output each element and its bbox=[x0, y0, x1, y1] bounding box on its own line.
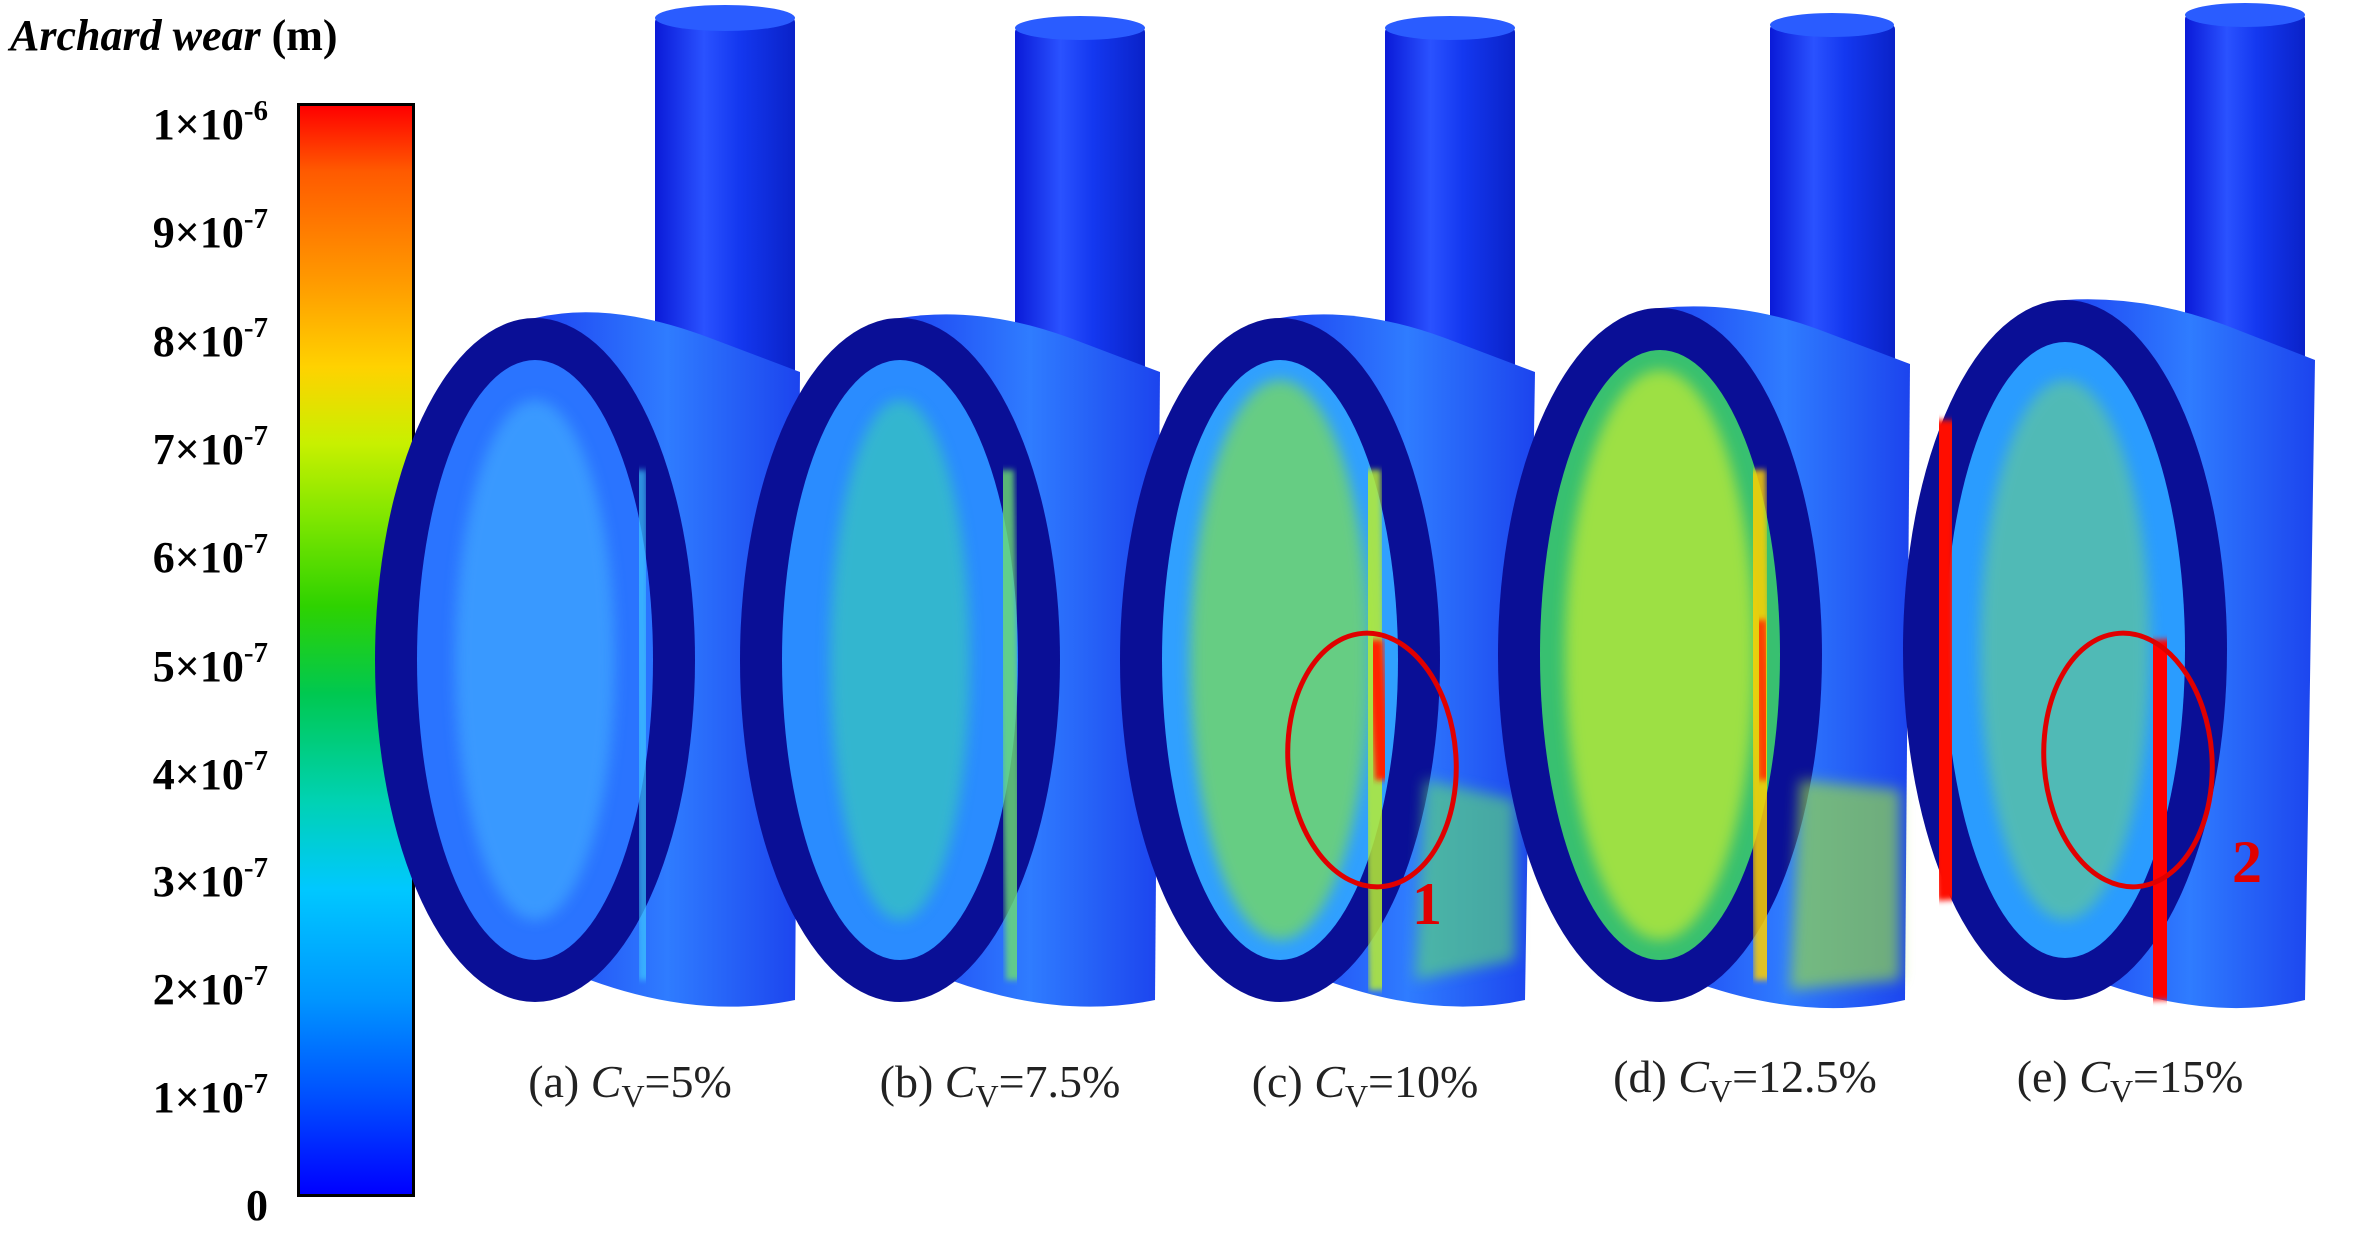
panel-b-caption: (b) CV=7.5% bbox=[879, 1056, 1121, 1115]
region-marker-1: 1 bbox=[1412, 871, 1442, 937]
panel-e-caption: (e) CV=15% bbox=[2016, 1051, 2244, 1110]
colorbar-tick-label: 6×10-7 bbox=[152, 528, 268, 582]
highlight-ellipse-2 bbox=[2041, 630, 2215, 890]
colorbar-tick-label: 0 bbox=[246, 1181, 268, 1230]
colorbar-tick-label: 1×10-7 bbox=[152, 1068, 268, 1122]
colorbar-tick-label: 8×10-7 bbox=[152, 312, 268, 366]
region-marker-2: 2 bbox=[2232, 829, 2262, 895]
panel-d-caption: (d) CV=12.5% bbox=[1613, 1051, 1877, 1110]
colorbar-tick-label: 9×10-7 bbox=[152, 203, 268, 257]
panel-d-volute bbox=[1498, 13, 1910, 1009]
highlight-ellipse-1 bbox=[1285, 630, 1459, 890]
panel-a-volute bbox=[375, 5, 800, 1007]
legend-title-unit: (m) bbox=[271, 11, 338, 60]
panel-c-volute bbox=[1120, 16, 1535, 1007]
colorbar-tick-label: 4×10-7 bbox=[152, 745, 268, 799]
colorbar-tick-label: 2×10-7 bbox=[152, 960, 268, 1014]
panel-e-volute bbox=[1903, 3, 2315, 1009]
panel-a-caption: (a) CV=5% bbox=[528, 1056, 732, 1115]
panel-c-caption: (c) CV=10% bbox=[1251, 1056, 1479, 1115]
colorbar-tick-label: 7×10-7 bbox=[152, 420, 268, 474]
colorbar-tick-label: 3×10-7 bbox=[152, 852, 268, 906]
panel-b-volute bbox=[740, 16, 1160, 1007]
legend-title: Archard wear (m) bbox=[10, 10, 338, 61]
legend-title-quantity: Archard wear bbox=[10, 11, 261, 60]
colorbar-tick-label: 1×10-6 bbox=[152, 95, 268, 149]
colorbar-tick-label: 5×10-7 bbox=[152, 637, 268, 691]
